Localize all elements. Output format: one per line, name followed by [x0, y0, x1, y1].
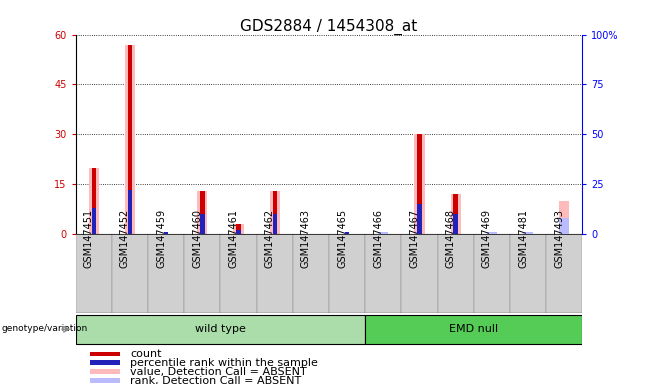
Text: GSM147469: GSM147469	[482, 209, 492, 268]
Text: EMD null: EMD null	[449, 324, 498, 334]
Bar	[451, 194, 461, 234]
Bar	[415, 134, 424, 234]
Bar	[257, 234, 293, 313]
Bar	[76, 234, 112, 313]
Text: wild type: wild type	[195, 324, 246, 334]
Bar	[272, 191, 277, 234]
Bar	[270, 191, 280, 234]
Bar	[365, 234, 401, 313]
Text: GSM147460: GSM147460	[192, 209, 202, 268]
Text: GSM147462: GSM147462	[265, 209, 275, 268]
Bar	[272, 214, 277, 234]
Bar	[112, 234, 148, 313]
Bar	[197, 191, 207, 234]
Bar	[559, 218, 569, 234]
Bar	[200, 214, 205, 234]
Bar	[329, 234, 365, 313]
Text: GSM147461: GSM147461	[228, 209, 238, 268]
Bar	[91, 168, 96, 234]
Bar	[164, 232, 168, 234]
Text: GSM147481: GSM147481	[518, 209, 528, 268]
Bar	[546, 234, 582, 313]
Bar	[91, 379, 120, 382]
Bar	[345, 232, 349, 234]
Bar	[510, 234, 546, 313]
Bar	[220, 234, 257, 313]
Bar	[200, 191, 205, 234]
Text: GSM147466: GSM147466	[373, 209, 383, 268]
Bar	[148, 234, 184, 313]
Bar	[125, 45, 135, 234]
Bar	[234, 224, 243, 234]
Bar	[76, 314, 365, 344]
Bar	[453, 214, 458, 234]
Bar	[487, 232, 497, 234]
Bar	[474, 234, 510, 313]
Bar	[438, 234, 474, 313]
Text: GSM147465: GSM147465	[337, 209, 347, 268]
Bar	[91, 361, 120, 365]
Bar	[401, 234, 438, 313]
Bar	[453, 194, 458, 234]
Title: GDS2884 / 1454308_at: GDS2884 / 1454308_at	[240, 18, 418, 35]
Text: rank, Detection Call = ABSENT: rank, Detection Call = ABSENT	[130, 376, 301, 384]
Bar	[523, 232, 533, 234]
Text: GSM147463: GSM147463	[301, 209, 311, 268]
Text: percentile rank within the sample: percentile rank within the sample	[130, 358, 318, 367]
Bar	[236, 230, 241, 234]
Text: GSM147493: GSM147493	[554, 209, 565, 268]
Bar	[184, 234, 220, 313]
Bar	[236, 224, 241, 234]
Bar	[378, 232, 388, 234]
Text: GSM147451: GSM147451	[84, 209, 93, 268]
Text: GSM147468: GSM147468	[445, 209, 455, 268]
Bar	[128, 45, 132, 234]
Text: genotype/variation: genotype/variation	[1, 324, 88, 333]
Bar	[365, 314, 582, 344]
Bar	[91, 369, 120, 374]
Bar	[417, 134, 422, 234]
Text: value, Detection Call = ABSENT: value, Detection Call = ABSENT	[130, 367, 307, 377]
Bar	[128, 190, 132, 234]
Bar	[417, 204, 422, 234]
Text: GSM147467: GSM147467	[409, 209, 420, 268]
Bar	[91, 208, 96, 234]
Bar	[559, 201, 569, 234]
Text: count: count	[130, 349, 161, 359]
Bar	[91, 351, 120, 356]
Text: GSM147452: GSM147452	[120, 209, 130, 268]
Bar	[89, 168, 99, 234]
Bar	[293, 234, 329, 313]
Text: GSM147459: GSM147459	[156, 209, 166, 268]
